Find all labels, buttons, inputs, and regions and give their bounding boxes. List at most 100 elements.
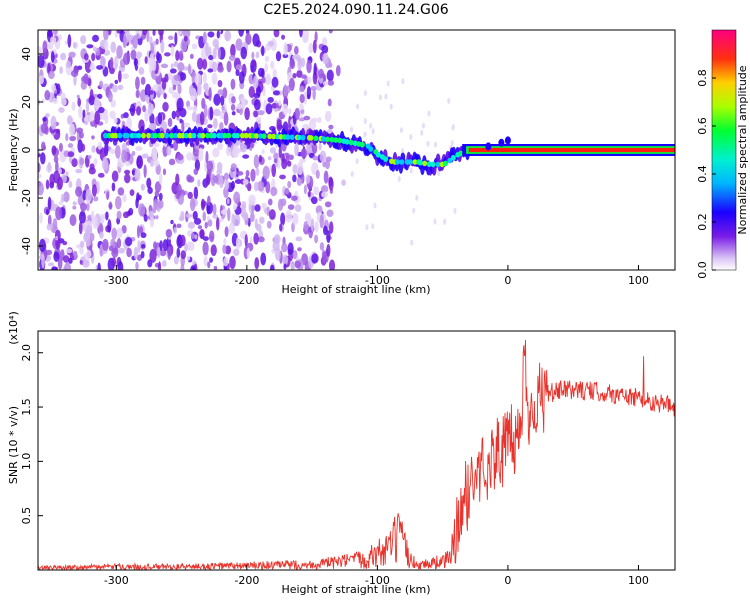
noise-speck	[64, 262, 71, 270]
ridge-core	[124, 132, 130, 139]
noise-speck	[261, 149, 265, 154]
noise-speck	[217, 80, 223, 88]
noise-speck	[85, 189, 92, 203]
noise-speck	[226, 198, 230, 205]
noise-speck	[203, 255, 208, 267]
noise-speck	[261, 203, 265, 208]
noise-speck	[91, 52, 96, 62]
noise-speck	[303, 91, 308, 105]
noise-speck	[341, 179, 346, 187]
noise-speck	[281, 153, 285, 164]
noise-speck	[117, 84, 124, 91]
noise-speck	[191, 43, 198, 50]
noise-speck	[97, 141, 103, 150]
noise-speck	[308, 42, 314, 54]
ridge-core	[117, 132, 123, 139]
noise-speck	[165, 228, 172, 238]
noise-speck	[170, 45, 175, 57]
noise-speck	[149, 248, 157, 263]
noise-speck	[170, 219, 174, 225]
noise-speck	[231, 180, 236, 190]
noise-speck	[175, 50, 180, 62]
noise-speck	[173, 74, 181, 81]
noise-speck	[253, 181, 259, 192]
snr-y-label: SNR (10 * v/v)	[7, 406, 20, 484]
noise-speck	[189, 53, 194, 60]
noise-speck	[76, 94, 80, 99]
spectrogram-x-tick-label: 100	[628, 274, 649, 287]
noise-speck	[91, 135, 95, 140]
noise-speck	[78, 211, 86, 224]
noise-speck	[326, 209, 334, 217]
noise-speck	[373, 202, 377, 209]
noise-speck	[97, 93, 103, 100]
noise-speck	[363, 118, 367, 125]
noise-speck	[264, 208, 268, 214]
spectrogram-marks	[38, 30, 675, 270]
noise-speck	[288, 154, 294, 161]
noise-speck	[185, 213, 193, 218]
spectrogram-x-ticks: -300 -200 -100 0 100	[104, 265, 649, 287]
noise-speck	[217, 89, 224, 96]
noise-speck	[212, 147, 220, 158]
ridge-core	[146, 132, 152, 139]
noise-speck	[230, 103, 236, 111]
noise-speck	[94, 97, 100, 110]
ridge-core	[352, 140, 358, 147]
noise-speck	[328, 124, 334, 130]
noise-speck	[75, 168, 83, 174]
ridge-core	[435, 161, 441, 168]
noise-speck	[68, 123, 75, 137]
noise-speck	[194, 159, 200, 171]
ridge-core	[407, 159, 413, 165]
noise-speck	[82, 189, 87, 201]
noise-speck	[178, 53, 184, 61]
noise-speck	[140, 244, 146, 249]
snr-x-tick-label: 0	[504, 574, 511, 587]
noise-speck	[73, 251, 78, 261]
noise-speck	[65, 248, 73, 254]
noise-speck	[138, 67, 145, 75]
noise-speck	[264, 62, 269, 73]
ridge-bump	[498, 138, 505, 147]
noise-speck	[384, 93, 388, 100]
noise-speck	[114, 79, 119, 84]
snr-y-tick-label: 1.0	[20, 453, 33, 471]
noise-speck	[56, 128, 61, 134]
ridge-core	[211, 132, 217, 139]
noise-speck	[55, 206, 63, 221]
noise-speck	[363, 131, 367, 138]
noise-speck	[254, 257, 260, 270]
noise-speck	[299, 85, 305, 93]
ridge-core	[443, 160, 449, 167]
noise-speck	[50, 115, 57, 130]
noise-speck	[186, 105, 193, 111]
ridge-core	[285, 134, 291, 140]
noise-speck	[79, 247, 84, 255]
noise-speck	[187, 63, 192, 75]
noise-speck	[67, 34, 72, 48]
noise-speck	[60, 52, 67, 61]
snr-y-tick-label: 1.5	[20, 398, 33, 416]
ridge-core	[226, 132, 232, 139]
noise-speck	[230, 163, 237, 170]
noise-speck	[51, 266, 59, 270]
noise-speck	[326, 69, 334, 82]
noise-speck	[213, 108, 221, 117]
noise-speck	[116, 237, 122, 249]
noise-speck	[141, 153, 149, 159]
ridge-core	[447, 157, 453, 164]
noise-speck	[238, 71, 245, 84]
noise-speck	[272, 90, 280, 96]
spectrogram-noise	[38, 30, 457, 270]
noise-speck	[233, 191, 241, 204]
ridge-core	[430, 161, 436, 168]
noise-speck	[328, 221, 334, 234]
noise-speck	[110, 41, 117, 53]
noise-speck	[107, 90, 113, 103]
noise-speck	[138, 156, 142, 169]
spectrogram-ridge	[100, 125, 675, 176]
noise-speck	[135, 76, 140, 90]
noise-speck	[99, 246, 103, 257]
noise-speck	[217, 142, 224, 151]
